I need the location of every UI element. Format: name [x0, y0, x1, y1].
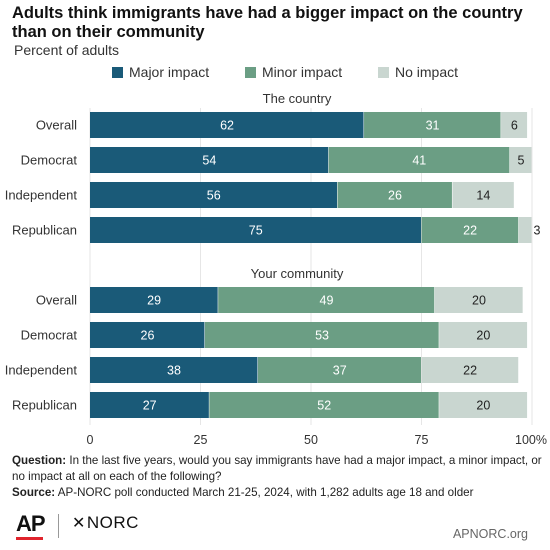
question-note: Question: In the last five years, would …: [12, 453, 542, 485]
legend-swatch-none: [378, 66, 389, 78]
category-label: Independent: [5, 188, 78, 203]
panel-title: The country: [263, 91, 332, 106]
category-label: Overall: [36, 118, 77, 133]
legend-item-minor: Minor impact: [245, 64, 342, 80]
legend-swatch-major: [112, 66, 123, 78]
bar-major: [90, 112, 364, 138]
data-label-major: 75: [249, 224, 263, 238]
data-label-none: 14: [476, 189, 490, 203]
ap-logo: AP: [16, 511, 46, 536]
data-label-minor: 26: [388, 189, 402, 203]
data-label-none: 20: [472, 294, 486, 308]
data-label-none: 22: [463, 364, 477, 378]
bar-minor: [257, 357, 421, 383]
data-label-none: 20: [476, 329, 490, 343]
data-label-minor: 37: [333, 364, 347, 378]
category-label: Overall: [36, 293, 77, 308]
bar-none: [439, 322, 528, 348]
ap-logo-underline: [16, 537, 43, 540]
data-label-none: 20: [476, 399, 490, 413]
data-label-major: 29: [147, 294, 161, 308]
norc-logo-text: NORC: [86, 513, 139, 532]
data-label-none: 5: [517, 154, 524, 168]
bar-none: [452, 182, 514, 208]
bar-none: [439, 392, 528, 418]
data-label-minor: 31: [426, 119, 440, 133]
logo-divider: [58, 514, 59, 538]
question-text: In the last five years, would you say im…: [12, 454, 542, 483]
bar-major: [90, 287, 218, 313]
category-label: Republican: [12, 223, 77, 238]
data-label-minor: 49: [320, 294, 334, 308]
data-label-major: 56: [207, 189, 221, 203]
data-label-minor: 41: [412, 154, 426, 168]
bar-major: [90, 182, 338, 208]
data-label-minor: 52: [317, 399, 331, 413]
category-label: Republican: [12, 398, 77, 413]
bar-major: [90, 217, 421, 243]
bar-minor: [337, 182, 452, 208]
data-label-major: 26: [141, 329, 155, 343]
data-label-minor: 22: [463, 224, 477, 238]
legend-item-major: Major impact: [112, 64, 209, 80]
bar-minor: [204, 322, 439, 348]
category-label: Democrat: [21, 328, 78, 343]
bar-none: [434, 287, 523, 313]
legend-label-minor: Minor impact: [262, 64, 343, 80]
data-label-major: 38: [167, 364, 181, 378]
bar-minor: [209, 392, 439, 418]
x-tick-label: 75: [415, 433, 429, 447]
x-tick-label: 50: [304, 433, 318, 447]
x-tick-label: 0: [87, 433, 94, 447]
data-label-minor: 53: [315, 329, 329, 343]
chart-title: Adults think immigrants have had a bigge…: [12, 4, 523, 41]
panel-title: Your community: [251, 266, 344, 281]
bar-major: [90, 392, 209, 418]
norc-logo: ✕NORC: [72, 513, 139, 533]
bar-major: [90, 147, 329, 173]
website-label: APNORC.org: [452, 527, 528, 541]
bar-minor: [364, 112, 501, 138]
bar-none: [518, 217, 532, 243]
legend: Major impact Minor impact No impact: [0, 64, 550, 84]
x-tick-label: 100%: [515, 433, 547, 447]
norc-star-icon: ✕: [72, 515, 86, 532]
bar-major: [90, 322, 205, 348]
bar-minor: [421, 217, 519, 243]
data-label-none: 6: [511, 119, 518, 133]
bar-minor: [328, 147, 510, 173]
category-label: Democrat: [21, 153, 78, 168]
bar-minor: [218, 287, 435, 313]
bar-none: [509, 147, 532, 173]
chart-footer: Question: In the last five years, would …: [12, 453, 542, 501]
data-label-none: 3: [534, 224, 541, 238]
legend-swatch-minor: [245, 66, 256, 78]
data-label-major: 54: [202, 154, 216, 168]
question-label: Question:: [12, 454, 67, 467]
data-label-major: 62: [220, 119, 234, 133]
data-label-major: 27: [143, 399, 157, 413]
category-label: Independent: [5, 363, 78, 378]
bar-none: [501, 112, 528, 138]
legend-label-none: No impact: [395, 64, 459, 80]
source-text: AP-NORC poll conducted March 21-25, 2024…: [57, 486, 474, 499]
bar-major: [90, 357, 258, 383]
x-tick-label: 25: [194, 433, 208, 447]
bar-none: [421, 357, 519, 383]
legend-item-none: No impact: [378, 64, 458, 80]
chart-subtitle: Percent of adults: [14, 42, 120, 58]
stacked-bar-chart: 0 25 50 75 100% The country Overall 62 31 6 Democr…: [5, 91, 547, 447]
source-label: Source:: [12, 486, 56, 499]
source-note: Source: AP-NORC poll conducted March 21-…: [12, 485, 542, 501]
legend-label-major: Major impact: [129, 64, 210, 80]
